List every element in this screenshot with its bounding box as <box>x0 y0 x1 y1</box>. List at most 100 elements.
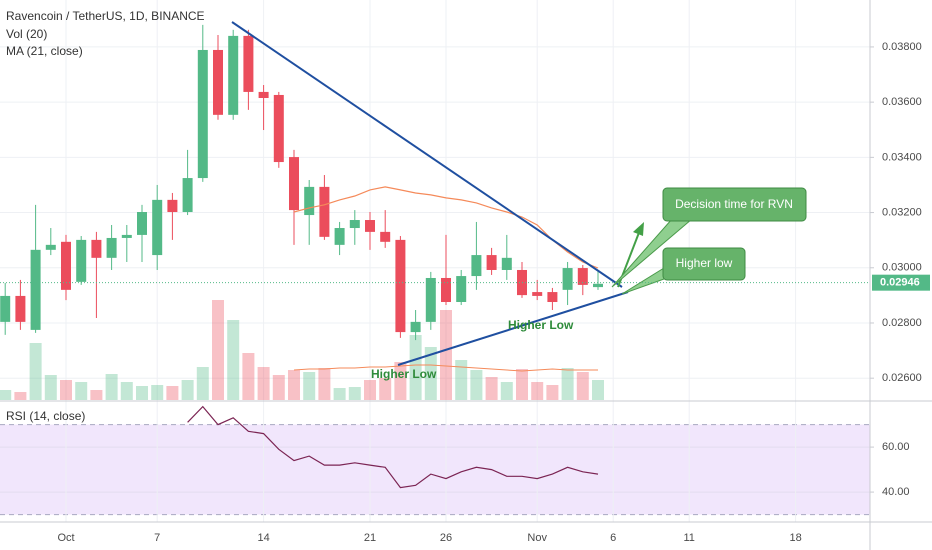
volume-bar <box>0 390 12 400</box>
candle-body <box>456 276 467 303</box>
last-price-label: 0.02946 <box>880 277 920 289</box>
volume-bar <box>120 382 133 400</box>
candle-body <box>349 220 360 229</box>
legend-entry: RSI (14, close) <box>6 409 85 423</box>
candle-body <box>61 241 71 290</box>
candle-body <box>197 49 208 179</box>
arrow-head <box>633 222 644 236</box>
x-tick-label: 14 <box>257 532 269 544</box>
volume-bar <box>257 367 270 400</box>
volume-bar <box>531 382 544 400</box>
y-tick-label: 0.03000 <box>882 262 922 274</box>
volume-bar <box>288 370 300 400</box>
candle-body <box>334 228 345 245</box>
x-tick-label: Oct <box>57 532 74 544</box>
volume-bar <box>364 380 376 400</box>
x-tick-label: 7 <box>154 532 160 544</box>
candle-body <box>106 237 117 258</box>
volume-bar <box>333 388 346 400</box>
candle-body <box>243 35 254 92</box>
candle-body <box>501 257 512 270</box>
callout-text: Higher low <box>676 256 733 270</box>
legend-entry: Vol (20) <box>6 27 47 41</box>
x-tick-label: 26 <box>440 532 452 544</box>
volume-bar <box>60 380 72 400</box>
candle-body <box>486 255 497 270</box>
volume-bar <box>409 335 422 400</box>
y-tick-label: 40.00 <box>882 486 910 498</box>
candle-body <box>289 157 299 211</box>
y-tick-label: 0.02600 <box>882 372 922 384</box>
candle-body <box>441 277 451 303</box>
y-tick-label: 0.03200 <box>882 206 922 218</box>
candle-body <box>121 234 132 238</box>
candle-body <box>365 220 375 232</box>
legend-entry: MA (21, close) <box>6 44 83 58</box>
candle-body <box>410 321 421 333</box>
marks <box>0 24 604 489</box>
annotation: Higher Low <box>508 318 574 332</box>
candle-body <box>182 178 193 213</box>
volume-bar <box>379 378 392 400</box>
trend-line <box>397 291 629 366</box>
y-tick-label: 0.03400 <box>882 151 922 163</box>
y-tick-label: 0.03800 <box>882 41 922 53</box>
grid <box>0 0 870 522</box>
last-price-box <box>872 274 930 291</box>
candle-body <box>258 91 269 98</box>
rsi-band <box>0 424 870 515</box>
volume-bar <box>90 390 103 400</box>
callout-box <box>662 187 807 222</box>
volume-bar <box>227 320 240 400</box>
volume-bar <box>166 386 179 400</box>
volume-bar <box>516 369 528 400</box>
x-tick-label: 11 <box>683 532 694 544</box>
volume-bar <box>348 387 361 400</box>
candle-body <box>593 283 603 288</box>
volume-bar <box>546 385 559 400</box>
candle-body <box>91 239 102 258</box>
candle-body <box>30 249 41 330</box>
candle-body <box>15 295 26 322</box>
chart-title: Ravencoin / TetherUS, 1D, BINANCE <box>6 9 205 23</box>
volume-bar <box>151 385 164 400</box>
volume-bar <box>44 375 57 400</box>
candle-body <box>45 244 56 250</box>
rsi-line <box>187 405 599 489</box>
candle-body <box>304 186 315 216</box>
volume-bar <box>592 380 604 400</box>
candle-body <box>562 268 573 290</box>
annotation: Higher Low <box>371 367 437 381</box>
volume-bar <box>394 362 407 400</box>
volume-bar <box>561 368 574 400</box>
candle-body <box>137 212 147 235</box>
volume-bar <box>303 372 316 400</box>
volume-bar <box>136 386 148 400</box>
candle-body <box>319 186 330 237</box>
y-tick-label: 0.02800 <box>882 317 922 329</box>
volume-bar <box>14 392 27 400</box>
volume-bar <box>242 353 255 400</box>
volume-bar <box>75 382 88 400</box>
volume-ma-line <box>293 364 598 372</box>
x-tick-label: 6 <box>610 532 616 544</box>
candle-body <box>577 268 588 285</box>
volume-bar <box>318 368 331 400</box>
candle-body <box>228 35 239 115</box>
candle-body <box>395 239 406 333</box>
volume-bar <box>196 367 209 400</box>
candle-body <box>547 292 558 303</box>
volume-bar <box>500 382 513 400</box>
volume-bar <box>424 347 437 400</box>
candle-body <box>425 277 436 322</box>
volume-bar <box>181 380 194 400</box>
candle-body <box>76 239 87 282</box>
y-tick-label: 60.00 <box>882 441 910 453</box>
y-tick-label: 0.03600 <box>882 96 922 108</box>
volume-bar <box>455 360 468 400</box>
x-tick-label: Nov <box>527 532 547 544</box>
volume-bar <box>105 374 118 400</box>
callout-text: Decision time for RVN <box>675 197 793 211</box>
candle-body <box>167 199 178 213</box>
